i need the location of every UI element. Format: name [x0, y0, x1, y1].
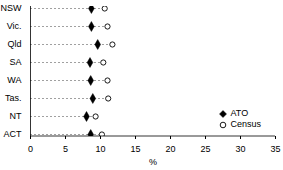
svg-text:25: 25	[200, 144, 210, 154]
svg-text:Qld: Qld	[7, 39, 21, 49]
svg-text:SA: SA	[9, 57, 21, 67]
svg-text:10: 10	[95, 144, 105, 154]
svg-text:30: 30	[235, 144, 245, 154]
html-text:ATO: ATO	[230, 108, 249, 118]
svg-text:WA: WA	[7, 75, 21, 85]
svg-text:ACT: ACT	[4, 129, 23, 139]
html-text:Census: Census	[230, 119, 261, 129]
svg-text:20: 20	[165, 144, 175, 154]
svg-text:35: 35	[270, 144, 280, 154]
svg-text:15: 15	[130, 144, 140, 154]
svg-text:NSW: NSW	[1, 3, 23, 13]
svg-text:0: 0	[28, 144, 33, 154]
svg-text:5: 5	[63, 144, 68, 154]
svg-text:Tas.: Tas.	[5, 93, 22, 103]
svg-text:Vic.: Vic.	[7, 21, 22, 31]
svg-text:NT: NT	[10, 111, 22, 121]
svg-text:%: %	[149, 157, 157, 167]
